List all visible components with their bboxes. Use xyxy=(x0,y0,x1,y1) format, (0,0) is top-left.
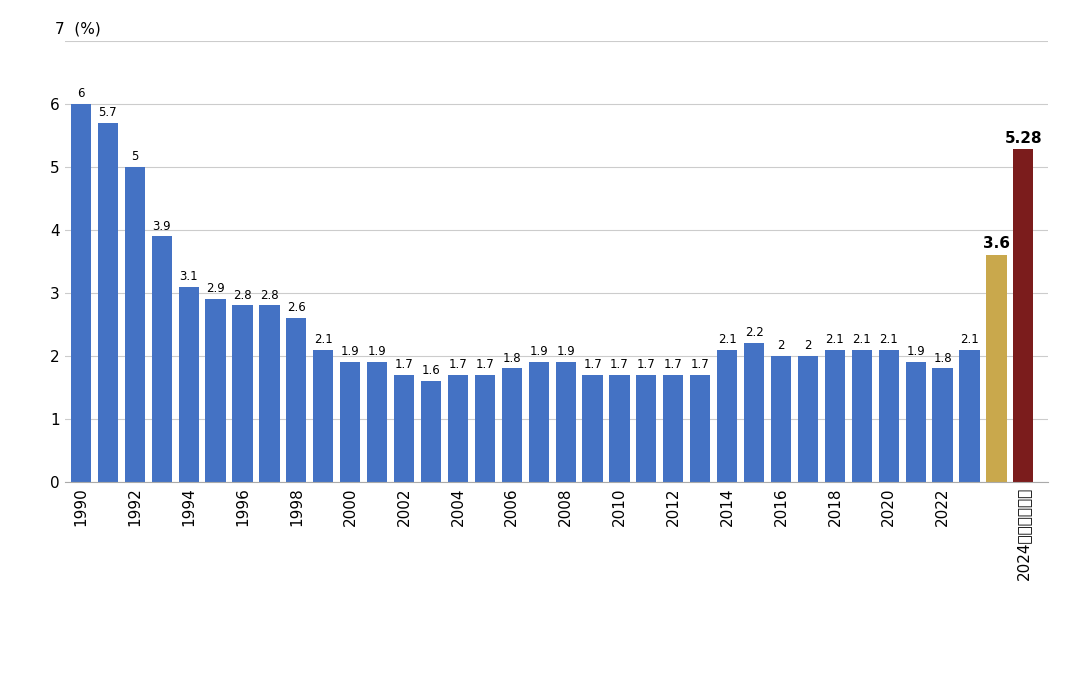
Bar xyxy=(475,375,495,482)
Bar xyxy=(340,362,361,482)
Text: 2.1: 2.1 xyxy=(960,333,978,346)
Text: 2.1: 2.1 xyxy=(879,333,899,346)
Bar xyxy=(798,356,818,482)
Text: 1.7: 1.7 xyxy=(583,358,602,371)
Text: 2.9: 2.9 xyxy=(206,282,225,295)
Bar xyxy=(178,287,199,482)
Text: 1.9: 1.9 xyxy=(368,345,387,358)
Bar xyxy=(124,167,145,482)
Bar xyxy=(151,236,172,482)
Bar xyxy=(98,123,118,482)
Text: 1.7: 1.7 xyxy=(475,358,495,371)
Bar xyxy=(771,356,792,482)
Bar xyxy=(959,350,980,482)
Text: 1.7: 1.7 xyxy=(664,358,683,371)
Bar xyxy=(394,375,414,482)
Text: 2.8: 2.8 xyxy=(233,289,252,302)
Bar xyxy=(555,362,576,482)
Text: 3.9: 3.9 xyxy=(152,219,171,233)
Bar xyxy=(528,362,549,482)
Text: 2.8: 2.8 xyxy=(260,289,279,302)
Text: 1.6: 1.6 xyxy=(421,364,441,377)
Text: 2.1: 2.1 xyxy=(718,333,737,346)
Bar xyxy=(286,318,307,482)
Bar xyxy=(502,368,522,482)
Bar xyxy=(448,375,468,482)
Text: 5: 5 xyxy=(131,150,138,163)
Bar xyxy=(205,299,226,482)
Bar xyxy=(367,362,388,482)
Bar xyxy=(259,305,280,482)
Bar xyxy=(421,381,441,482)
Bar xyxy=(744,343,765,482)
Bar xyxy=(232,305,253,482)
Bar xyxy=(717,350,738,482)
Text: 2.1: 2.1 xyxy=(825,333,845,346)
Text: 6: 6 xyxy=(77,87,84,100)
Text: 3.1: 3.1 xyxy=(179,270,198,283)
Text: 5.7: 5.7 xyxy=(98,106,118,119)
Text: 1.8: 1.8 xyxy=(502,352,521,365)
Bar xyxy=(825,350,845,482)
Bar xyxy=(609,375,630,482)
Text: 2: 2 xyxy=(805,339,812,352)
Text: 3.6: 3.6 xyxy=(983,237,1010,251)
Bar xyxy=(71,104,91,482)
Text: 1.9: 1.9 xyxy=(529,345,548,358)
Bar xyxy=(582,375,603,482)
Text: 1.9: 1.9 xyxy=(556,345,575,358)
Text: 1.9: 1.9 xyxy=(906,345,926,358)
Text: 2.1: 2.1 xyxy=(852,333,872,346)
Text: 2: 2 xyxy=(778,339,785,352)
Bar xyxy=(690,375,711,482)
Text: 1.7: 1.7 xyxy=(448,358,468,371)
Bar xyxy=(313,350,334,482)
Bar xyxy=(932,368,953,482)
Text: 2.2: 2.2 xyxy=(745,326,764,339)
Text: 7  (%): 7 (%) xyxy=(55,22,100,37)
Bar xyxy=(879,350,899,482)
Bar xyxy=(986,255,1007,482)
Bar xyxy=(852,350,872,482)
Bar xyxy=(905,362,926,482)
Text: 1.8: 1.8 xyxy=(933,352,951,365)
Text: 2.1: 2.1 xyxy=(314,333,333,346)
Text: 1.9: 1.9 xyxy=(341,345,360,358)
Text: 1.7: 1.7 xyxy=(394,358,414,371)
Bar xyxy=(1013,149,1034,482)
Bar xyxy=(663,375,684,482)
Text: 1.7: 1.7 xyxy=(637,358,656,371)
Text: 5.28: 5.28 xyxy=(1004,131,1042,146)
Text: 1.7: 1.7 xyxy=(691,358,710,371)
Text: 1.7: 1.7 xyxy=(610,358,629,371)
Text: 2.6: 2.6 xyxy=(287,301,306,314)
Bar xyxy=(636,375,657,482)
